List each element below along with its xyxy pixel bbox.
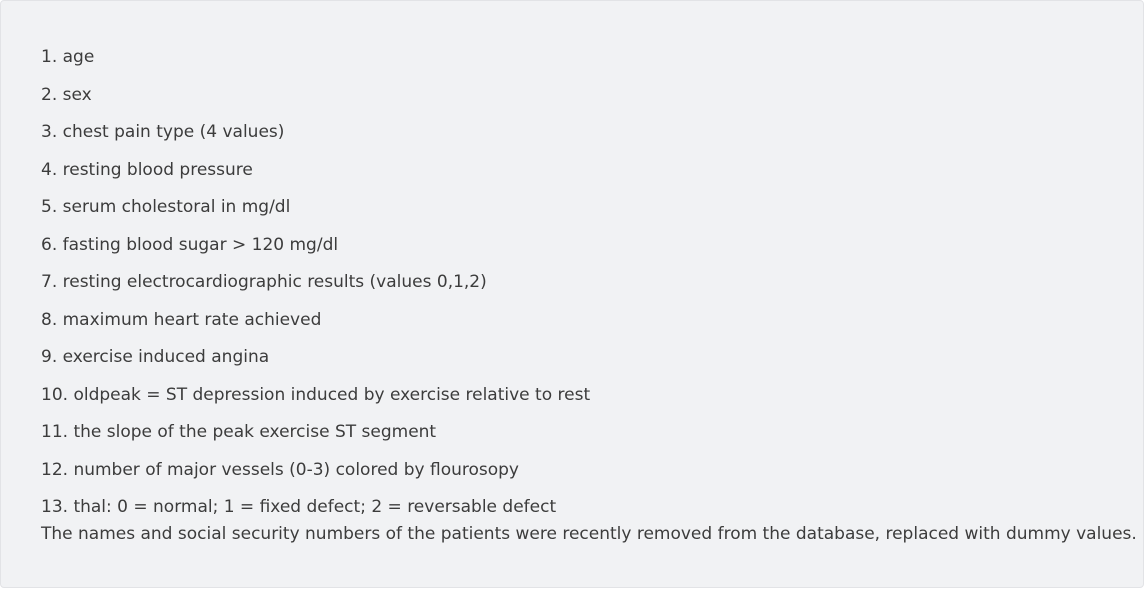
- list-item: 6. fasting blood sugar > 120 mg/dl: [41, 234, 339, 255]
- list-item: 8. maximum heart rate achieved: [41, 309, 322, 330]
- list-item: 4. resting blood pressure: [41, 159, 253, 180]
- list-item: 10. oldpeak = ST depression induced by e…: [41, 384, 591, 405]
- dataset-note: The names and social security numbers of…: [41, 524, 1137, 544]
- list-item: 3. chest pain type (4 values): [41, 122, 285, 142]
- list-item: 5. serum cholestoral in mg/dl: [41, 197, 291, 217]
- list-item: 11. the slope of the peak exercise ST se…: [41, 422, 437, 442]
- list-item: 12. number of major vessels (0-3) colore…: [41, 459, 519, 480]
- attribute-list: 1. age 2. sex 3. chest pain type (4 valu…: [41, 45, 590, 519]
- list-item: 1. age: [41, 47, 95, 67]
- list-item: 2. sex: [41, 84, 92, 105]
- list-item: 9. exercise induced angina: [41, 347, 270, 367]
- list-item: 7. resting electrocardiographic results …: [41, 272, 487, 292]
- list-item: 13. thal: 0 = normal; 1 = fixed defect; …: [41, 497, 557, 517]
